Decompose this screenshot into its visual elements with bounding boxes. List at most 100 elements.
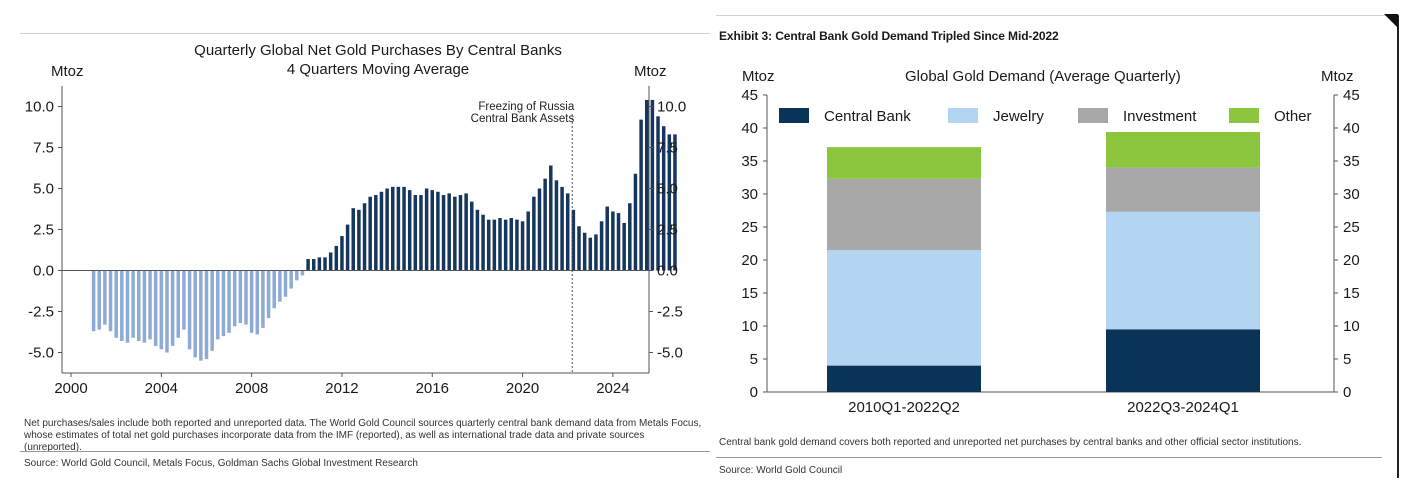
- y-tick-label-right: 0.0: [657, 263, 678, 280]
- ma-bar: [447, 193, 451, 271]
- y-tick-label-right: 25: [1343, 219, 1360, 236]
- y-tick-label-left: 35: [741, 153, 758, 170]
- y-tick-label-right: 40: [1343, 120, 1360, 137]
- left-y-unit: Mtoz: [51, 63, 84, 80]
- ma-bar: [509, 218, 514, 271]
- ma-bar: [232, 270, 237, 327]
- ma-bar: [588, 237, 593, 271]
- y-tick-label-left: 10: [741, 318, 758, 335]
- ma-bar: [159, 270, 164, 350]
- ma-bar: [283, 270, 288, 297]
- x-tick-label: 2020: [506, 380, 539, 397]
- y-tick-label-right: 7.5: [657, 140, 678, 157]
- legend-swatch: [1078, 108, 1108, 123]
- ma-bar: [436, 191, 440, 271]
- ma-bar: [622, 222, 626, 271]
- left-chart-svg: Freezing of Russia Central Bank Assets -…: [25, 86, 686, 397]
- right-y-unit: Mtoz: [634, 63, 667, 80]
- ma-bar: [170, 270, 175, 346]
- ma-bar: [137, 270, 141, 342]
- ma-bar: [148, 270, 152, 340]
- ma-bar: [554, 180, 559, 271]
- ma-bar: [639, 119, 643, 271]
- ma-bar: [357, 209, 361, 271]
- right-chart-panel: Exhibit 3: Central Bank Gold Demand Trip…: [716, 15, 1399, 478]
- y-tick-label-right: -2.5: [657, 304, 683, 321]
- ma-bar: [526, 211, 530, 271]
- ma-bar: [644, 99, 649, 271]
- y-tick-label-right: -5.0: [657, 345, 683, 362]
- ma-bar: [577, 226, 581, 271]
- x-tick-label: 2000: [54, 380, 87, 397]
- left-footer-rule: [20, 451, 710, 452]
- freeze-annotation-label-2: Central Bank Assets: [471, 113, 575, 125]
- category-label: 2010Q1-2022Q2: [848, 399, 960, 416]
- ma-bar: [413, 195, 418, 271]
- y-tick-label-right: 0: [1343, 384, 1351, 401]
- y-tick-label-right: 10: [1343, 318, 1360, 335]
- ma-bar: [498, 218, 502, 271]
- ma-bar: [515, 219, 519, 271]
- y-tick-label-right: 45: [1343, 87, 1360, 104]
- ma-bar: [430, 190, 435, 271]
- right-chart-source: Source: World Gold Council: [719, 465, 843, 476]
- ma-bar: [424, 188, 429, 271]
- ma-bar: [661, 126, 666, 271]
- ma-bar: [187, 270, 192, 350]
- freeze-annotation-label-1: Freezing of Russia: [478, 101, 574, 113]
- y-tick-label-right: 2.5: [657, 222, 678, 239]
- y-tick-label-left: 30: [741, 186, 758, 203]
- ma-bar: [616, 213, 621, 271]
- ma-bar: [396, 186, 401, 271]
- ma-bar: [667, 134, 672, 271]
- ma-bar: [391, 186, 395, 271]
- stacked-bar-segment: [827, 250, 981, 366]
- ma-bar: [362, 203, 367, 271]
- ma-bar: [114, 270, 118, 338]
- ma-bar: [306, 259, 310, 271]
- y-tick-label-left: 40: [741, 120, 758, 137]
- ma-bar: [295, 270, 299, 281]
- ma-bar: [532, 196, 536, 271]
- y-tick-label-left: 5.0: [33, 181, 54, 198]
- legend-label: Central Bank: [824, 108, 911, 125]
- ma-bar: [549, 165, 553, 271]
- exhibit-title: Exhibit 3: Central Bank Gold Demand Trip…: [719, 29, 1059, 43]
- ma-bar: [255, 270, 260, 335]
- ma-bar: [272, 270, 276, 309]
- stacked-chart-title: Global Gold Demand (Average Quarterly): [905, 68, 1181, 85]
- ma-bar: [470, 201, 474, 271]
- ma-bar: [261, 270, 265, 328]
- ma-bar: [193, 270, 197, 358]
- ma-bar: [611, 211, 615, 271]
- ma-bar: [323, 257, 327, 271]
- ma-bar: [419, 195, 423, 271]
- ma-bar: [165, 270, 169, 353]
- right-footer-rule: [716, 457, 1382, 458]
- ma-bar: [142, 270, 147, 343]
- ma-bar: [289, 270, 293, 289]
- y-tick-label-right: 30: [1343, 186, 1360, 203]
- ma-bar: [571, 209, 576, 271]
- stacked-bar-segment: [1106, 167, 1260, 212]
- ma-bar: [481, 214, 485, 271]
- ma-bar: [340, 236, 344, 271]
- ma-bar: [311, 259, 316, 271]
- ma-bar: [334, 245, 339, 271]
- stacked-bar-segment: [827, 365, 981, 392]
- ma-bar: [464, 193, 468, 271]
- ma-bar: [368, 196, 372, 271]
- y-tick-label-left: 5: [750, 351, 758, 368]
- ma-bar: [278, 270, 282, 302]
- ma-bar: [520, 221, 525, 271]
- stacked-right-y-unit: Mtoz: [1321, 68, 1354, 85]
- ma-bar: [537, 188, 542, 271]
- ma-bar: [560, 186, 564, 271]
- category-label: 2022Q3-2024Q1: [1127, 399, 1239, 416]
- y-tick-label-left: -2.5: [28, 304, 54, 321]
- x-tick-label: 2016: [416, 380, 449, 397]
- ma-bar: [374, 195, 378, 271]
- ma-bar: [328, 252, 333, 271]
- ma-bar: [633, 173, 638, 271]
- legend-label: Other: [1274, 108, 1312, 125]
